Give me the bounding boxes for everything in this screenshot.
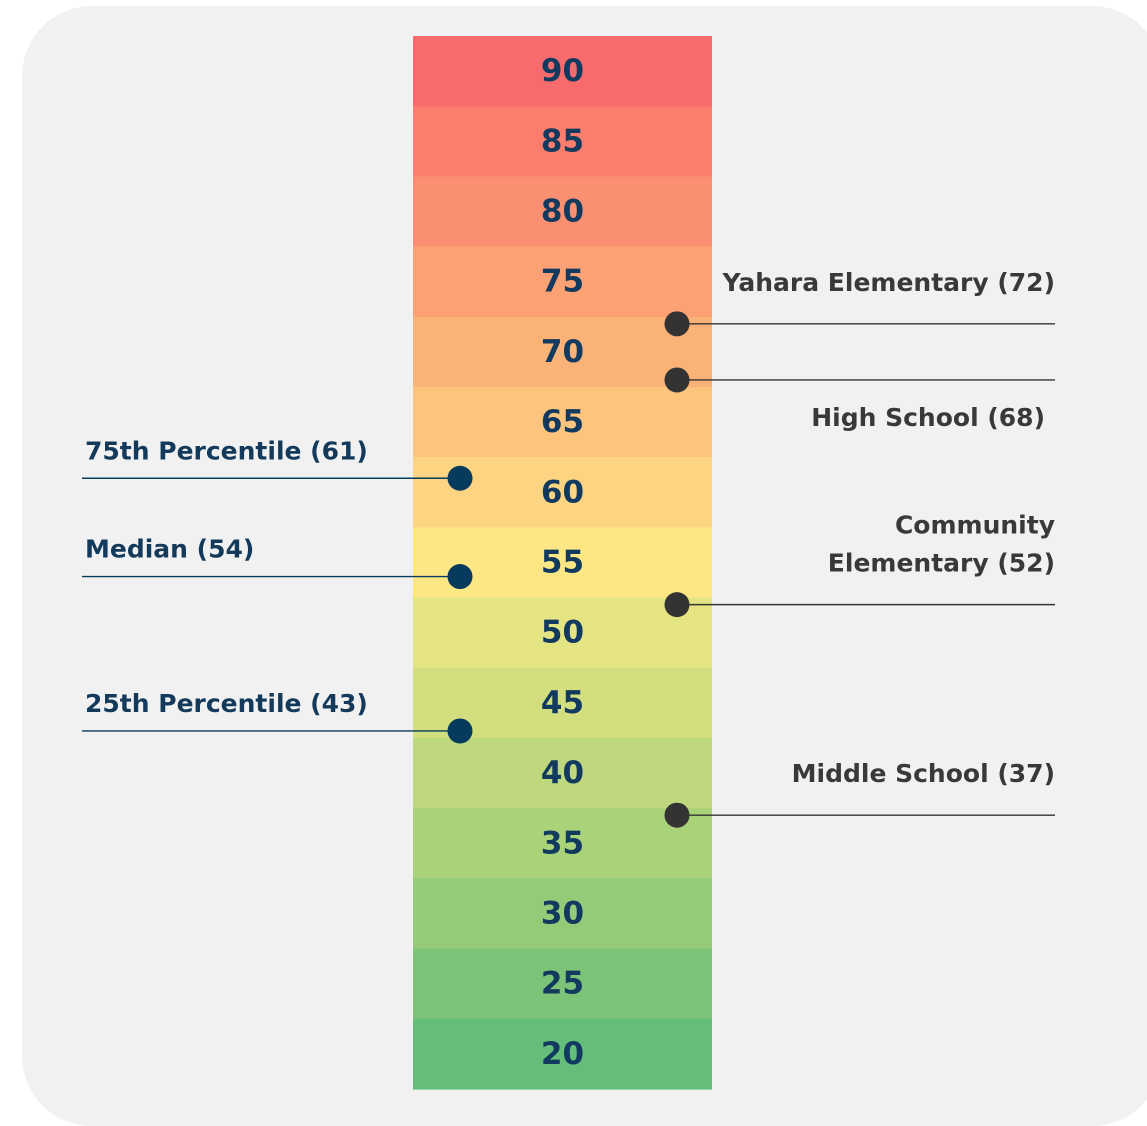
tick-label: 85	[541, 123, 584, 159]
scale-band	[413, 738, 712, 809]
tick-label: 30	[541, 896, 584, 932]
point-label: 75th Percentile (61)	[85, 436, 368, 465]
point-label: 25th Percentile (43)	[85, 689, 368, 718]
scale-band	[413, 387, 712, 458]
scale-band	[413, 36, 712, 107]
scale-band	[413, 176, 712, 248]
data-point	[664, 802, 690, 828]
tick-label: 25	[541, 966, 584, 1002]
scale-band	[413, 878, 712, 950]
point-label: Community	[895, 511, 1055, 540]
scale-band	[413, 1018, 712, 1090]
data-point	[447, 564, 473, 590]
scale-band	[413, 948, 712, 1020]
scale-band	[413, 808, 712, 879]
data-point	[664, 311, 690, 337]
tick-label: 70	[541, 334, 584, 370]
scale-band	[413, 316, 712, 388]
data-point	[447, 465, 473, 491]
data-point	[664, 592, 690, 618]
tick-label: 35	[541, 825, 584, 861]
tick-label: 90	[541, 53, 584, 89]
data-point	[664, 367, 690, 393]
scale-band	[413, 106, 712, 177]
scale-band	[413, 597, 712, 669]
tick-label: 50	[541, 615, 584, 651]
point-label: Elementary (52)	[828, 549, 1055, 578]
tick-label: 65	[541, 404, 584, 440]
point-label: High School (68)	[811, 403, 1045, 432]
tick-label: 55	[541, 545, 584, 581]
point-label: Yahara Elementary (72)	[722, 268, 1055, 297]
tick-label: 40	[541, 755, 584, 791]
tick-label: 45	[541, 685, 584, 721]
tick-label: 75	[541, 264, 584, 300]
point-label: Median (54)	[85, 535, 254, 564]
data-point	[447, 718, 473, 744]
tick-label: 80	[541, 194, 584, 230]
tick-label: 60	[541, 474, 584, 510]
scale-band	[413, 246, 712, 318]
point-label: Middle School (37)	[792, 759, 1055, 788]
tick-label: 20	[541, 1036, 584, 1072]
